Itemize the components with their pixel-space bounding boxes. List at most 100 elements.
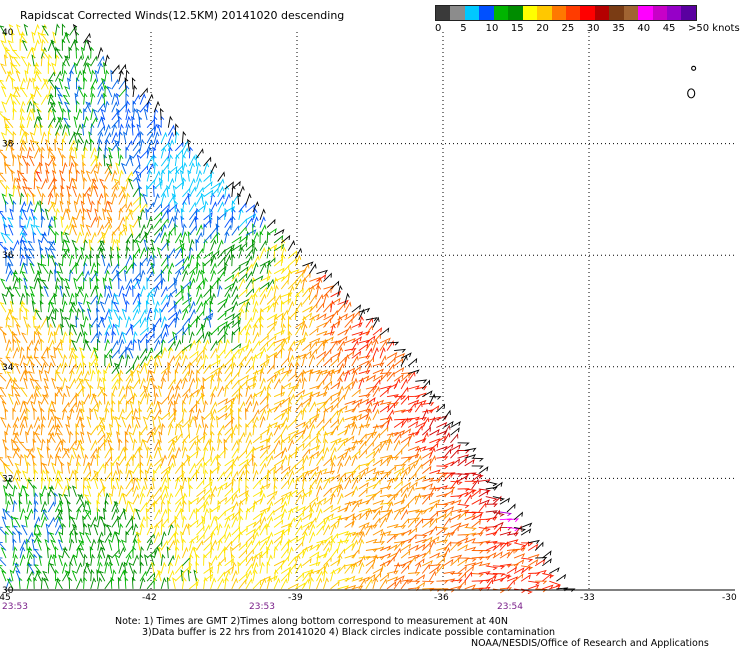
wind-barb — [150, 262, 155, 274]
wind-barb — [139, 164, 149, 175]
wind-barb — [54, 545, 59, 559]
wind-barb — [97, 492, 102, 505]
wind-barb — [288, 384, 300, 390]
wind-barb — [210, 262, 217, 274]
wind-barb — [478, 540, 491, 545]
wind-barb — [421, 416, 430, 428]
wind-barb — [139, 93, 147, 105]
wind-barb — [415, 475, 426, 482]
wind-barb — [61, 300, 68, 313]
wind-barb — [47, 476, 53, 490]
wind-barb — [83, 115, 89, 128]
wind-barb — [217, 178, 225, 190]
wind-barb — [61, 353, 68, 367]
wind-barb — [83, 494, 92, 505]
wind-barb — [464, 526, 477, 532]
wind-barb — [132, 186, 141, 198]
wind-barb — [61, 69, 68, 82]
wind-barb — [534, 541, 544, 551]
wind-barb — [210, 326, 219, 336]
wind-barb — [203, 181, 213, 190]
wind-barb — [400, 481, 411, 490]
wind-barb — [245, 400, 253, 413]
wind-barb — [52, 31, 57, 44]
wind-barb — [29, 131, 35, 144]
wind-barb — [182, 456, 190, 467]
wind-barb — [217, 496, 228, 505]
wind-barb — [47, 70, 56, 82]
wind-barb — [69, 440, 77, 451]
wind-barb — [3, 54, 8, 67]
wind-barb — [76, 331, 83, 344]
legend-color-swatch — [594, 6, 610, 20]
wind-barb — [188, 508, 196, 520]
wind-barb — [47, 331, 54, 344]
wind-barb — [337, 477, 344, 490]
wind-barb — [33, 115, 40, 128]
wind-barb — [167, 124, 175, 136]
longitude-label: -36 — [434, 593, 449, 603]
wind-barb — [115, 269, 121, 282]
wind-barb — [76, 408, 82, 420]
wind-barb — [111, 516, 119, 528]
wind-barb — [450, 542, 463, 546]
wind-barb — [97, 138, 103, 151]
wind-barb — [132, 247, 141, 259]
wind-barb — [19, 546, 26, 559]
wind-barb — [245, 528, 256, 536]
wind-barb — [252, 518, 262, 528]
wind-barb — [111, 101, 119, 113]
wind-barb — [478, 525, 487, 536]
wind-barb — [146, 523, 154, 536]
wind-barb — [252, 368, 264, 375]
wind-barb — [224, 531, 232, 544]
wind-barb — [132, 107, 138, 121]
wind-barb — [139, 577, 146, 590]
wind-barb — [69, 139, 76, 151]
wind-barb — [344, 575, 356, 582]
wind-barb — [57, 93, 63, 105]
wind-barb — [107, 200, 113, 213]
wind-barb — [21, 140, 28, 152]
wind-barb — [188, 331, 195, 344]
wind-barb — [104, 69, 110, 82]
wind-barb — [330, 548, 339, 559]
wind-barb — [316, 477, 323, 490]
wind-barb — [174, 515, 179, 528]
wind-barb — [10, 62, 15, 74]
wind-barb — [238, 400, 246, 413]
wind-barb — [7, 40, 14, 51]
wind-barb — [47, 492, 52, 505]
wind-barb — [266, 364, 275, 374]
wind-barb — [386, 341, 400, 346]
wind-barb — [26, 354, 33, 367]
wind-barb — [301, 492, 307, 505]
wind-barb — [485, 525, 498, 530]
wind-barb — [196, 438, 201, 451]
wind-barb — [104, 531, 112, 544]
wind-barb — [203, 566, 214, 574]
wind-barb — [358, 369, 371, 375]
wind-barb — [113, 178, 120, 190]
wind-barb — [203, 549, 212, 559]
wind-barb — [125, 201, 133, 213]
wind-barb — [77, 286, 84, 298]
wind-barb — [69, 430, 74, 443]
wind-barb — [30, 208, 35, 221]
wind-barb — [266, 494, 275, 505]
wind-barb — [0, 362, 7, 374]
wind-barb — [351, 377, 358, 390]
wind-barb — [358, 394, 371, 399]
wind-barb — [231, 430, 236, 443]
wind-barb — [273, 569, 279, 582]
wind-barb — [188, 277, 196, 290]
wind-barb — [337, 585, 350, 590]
wind-barb — [132, 507, 138, 520]
wind-barb — [210, 465, 220, 474]
wind-barb — [91, 178, 99, 190]
wind-barb — [238, 527, 249, 536]
wind-barb — [123, 569, 128, 582]
wind-barb — [114, 531, 120, 543]
wind-barb — [351, 464, 360, 474]
wind-barb — [443, 460, 455, 467]
